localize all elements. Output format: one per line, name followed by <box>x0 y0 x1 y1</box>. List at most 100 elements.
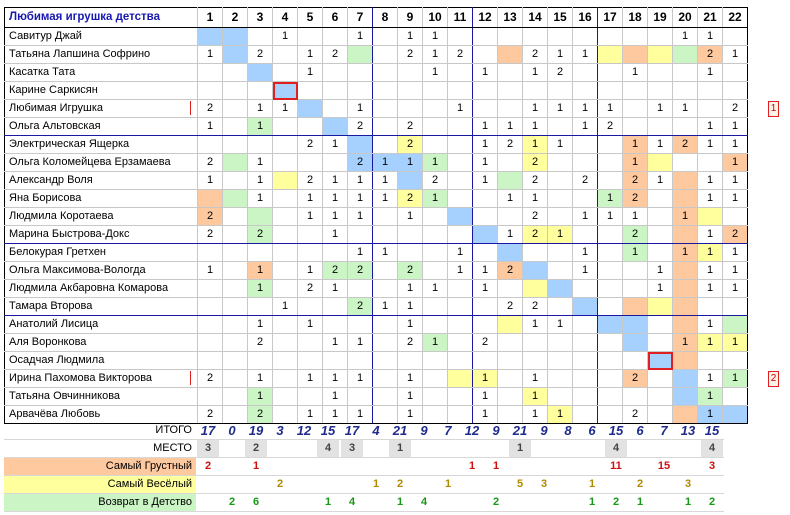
summary-value: 1 <box>388 493 412 512</box>
vote-cell <box>572 189 598 208</box>
vote-cell <box>297 297 323 316</box>
vote-cell <box>347 387 373 406</box>
vote-cell <box>447 225 473 244</box>
vote-cell: 1 <box>322 333 348 352</box>
summary-value <box>604 475 628 494</box>
summary-value <box>676 439 700 458</box>
vote-cell <box>372 81 398 100</box>
column-header-16: 16 <box>572 7 598 28</box>
vote-cell: 2 <box>322 45 348 64</box>
vote-cell: 1 <box>272 27 298 46</box>
vote-cell: 1 <box>647 261 673 280</box>
summary-value <box>220 457 244 476</box>
vote-cell <box>572 153 598 172</box>
participant-name: Александр Воля <box>4 171 198 190</box>
summary-value: 1 <box>628 493 652 512</box>
summary-value: 6 <box>580 422 604 440</box>
summary-value: 6 <box>244 493 268 512</box>
vote-cell <box>347 45 373 64</box>
vote-cell <box>547 171 573 190</box>
vote-cell: 1 <box>347 405 373 424</box>
summary-value <box>340 475 364 494</box>
vote-cell <box>197 81 223 100</box>
vote-cell: 1 <box>522 99 548 118</box>
vote-cell: 2 <box>197 99 223 118</box>
vote-cell: 1 <box>372 243 398 262</box>
vote-cell: 1 <box>247 189 273 208</box>
vote-cell <box>272 315 298 334</box>
summary-value: 3 <box>700 457 724 476</box>
summary-value <box>292 475 316 494</box>
place-label: МЕСТО <box>4 439 196 458</box>
vote-cell <box>222 45 248 64</box>
vote-cell: 1 <box>697 63 723 82</box>
vote-cell: 1 <box>297 45 323 64</box>
vote-cell: 2 <box>622 405 648 424</box>
vote-cell <box>272 279 298 298</box>
vote-cell <box>522 261 548 280</box>
vote-cell <box>572 351 598 370</box>
vote-cell <box>372 315 398 334</box>
vote-cell: 1 <box>372 153 398 172</box>
vote-cell <box>497 27 523 46</box>
vote-cell <box>697 99 723 118</box>
vote-cell <box>272 351 298 370</box>
vote-cell <box>597 81 623 100</box>
participant-name: Людмила Коротаева <box>4 207 198 226</box>
vote-cell <box>197 351 223 370</box>
vote-cell: 1 <box>322 207 348 226</box>
vote-cell: 1 <box>697 189 723 208</box>
saddest-label: Самый Грустный <box>4 457 196 476</box>
vote-cell: 1 <box>197 45 223 64</box>
vote-cell: 1 <box>472 117 498 136</box>
vote-cell: 2 <box>397 189 423 208</box>
participant-name: Любимая Игрушка <box>4 99 198 118</box>
vote-cell: 1 <box>572 117 598 136</box>
vote-cell: 1 <box>397 279 423 298</box>
column-header-7: 7 <box>347 7 373 28</box>
vote-cell <box>597 135 623 154</box>
vote-cell <box>422 135 448 154</box>
vote-cell: 1 <box>622 207 648 226</box>
vote-cell <box>447 171 473 190</box>
vote-cell <box>547 351 573 370</box>
vote-cell: 1 <box>472 369 498 388</box>
column-header-18: 18 <box>622 7 648 28</box>
vote-cell <box>497 315 523 334</box>
vote-cell <box>347 135 373 154</box>
vote-cell: 1 <box>397 369 423 388</box>
vote-cell <box>672 297 698 316</box>
vote-cell: 1 <box>322 189 348 208</box>
vote-cell: 1 <box>472 387 498 406</box>
summary-value: 13 <box>676 422 700 440</box>
vote-cell: 1 <box>572 207 598 226</box>
vote-cell <box>347 315 373 334</box>
vote-cell <box>447 117 473 136</box>
summary-value <box>556 457 580 476</box>
vote-cell: 1 <box>297 189 323 208</box>
vote-cell <box>597 333 623 352</box>
vote-cell: 1 <box>547 99 573 118</box>
summary-value: 8 <box>556 422 580 440</box>
table-row: Аля Воронкова 2 1 1 2 1 2 1 1 1 <box>4 333 748 352</box>
vote-cell <box>547 387 573 406</box>
summary-table: ИТОГО 17 0 19 3 12 15 17 4 21 9 7 12 9 21 9 8 6 15 6 7 13 15 М… <box>4 422 724 512</box>
vote-cell <box>472 27 498 46</box>
column-header-9: 9 <box>397 7 423 28</box>
summary-value: 1 <box>316 493 340 512</box>
vote-cell <box>272 153 298 172</box>
place-badge: 1 <box>509 440 531 457</box>
row-marker-tick <box>190 371 191 385</box>
vote-cell <box>572 279 598 298</box>
vote-cell <box>222 243 248 262</box>
place-row: МЕСТО 3 2 4 3 1 1 4 4 <box>4 439 724 458</box>
summary-value <box>652 439 676 458</box>
summary-value <box>340 457 364 476</box>
summary-value <box>556 493 580 512</box>
vote-cell: 1 <box>722 189 748 208</box>
vote-cell <box>472 99 498 118</box>
vote-cell <box>597 171 623 190</box>
vote-cell <box>197 63 223 82</box>
summary-value: 21 <box>388 422 412 440</box>
vote-cell: 2 <box>572 171 598 190</box>
